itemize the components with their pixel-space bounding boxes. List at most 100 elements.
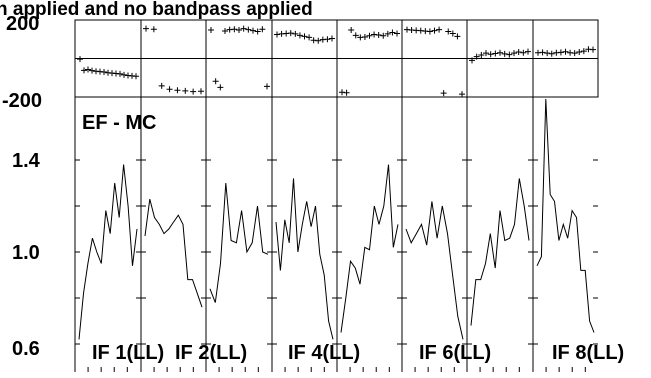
- phase-point: [511, 50, 517, 57]
- phase-point: [440, 90, 447, 97]
- amplitude-plot: EF - MC 1.4 1.0 0.6 IF 1(LL) IF 2(LL) IF 4(LL)…: [12, 97, 624, 372]
- phase-point: [417, 27, 424, 34]
- phase-point: [454, 33, 461, 40]
- phase-point: [380, 32, 387, 39]
- phase-ytick-label: 200: [6, 13, 39, 35]
- phase-point: [301, 33, 308, 40]
- phase-point: [366, 32, 373, 39]
- phase-point: [259, 26, 266, 33]
- if-panel-label: IF 4(LL): [288, 342, 360, 364]
- phase-point: [515, 48, 522, 55]
- phase-point: [539, 49, 546, 56]
- phase-point: [571, 50, 578, 57]
- phase-point: [274, 31, 280, 38]
- phase-point: [492, 50, 499, 57]
- phase-point: [394, 30, 400, 37]
- amp-series-line: [340, 164, 399, 333]
- phase-point: [445, 28, 452, 35]
- chart-title: n applied and no bandpass applied: [0, 0, 313, 20]
- phase-point: [426, 28, 433, 35]
- phase-point: [85, 66, 91, 73]
- phase-point: [236, 27, 242, 34]
- phase-point: [133, 73, 139, 80]
- phase-point: [182, 87, 189, 94]
- phase-point: [296, 32, 303, 39]
- phase-point: [329, 35, 335, 42]
- phase-point: [431, 27, 438, 34]
- phase-point: [158, 82, 165, 89]
- phase-point: [150, 26, 157, 33]
- phase-point: [339, 89, 345, 96]
- phase-point: [548, 50, 555, 57]
- phase-point: [245, 26, 252, 33]
- amp-series-line: [536, 98, 595, 333]
- phase-point: [459, 91, 465, 98]
- if-panel-label: IF 8(LL): [552, 342, 624, 364]
- phase-point: [348, 27, 355, 34]
- phase-plot: 200 -200: [2, 13, 599, 112]
- phase-point: [375, 32, 382, 39]
- phase-point: [478, 52, 485, 59]
- phase-point: [287, 30, 294, 37]
- amp-ytick-label: 1.0: [12, 242, 40, 264]
- phase-point: [520, 49, 527, 56]
- phase-point: [469, 57, 475, 64]
- amplitude-title: EF - MC: [82, 112, 156, 134]
- if-panel-label: IF 2(LL): [175, 342, 247, 364]
- phase-point: [222, 27, 228, 34]
- amp-series-line: [209, 182, 269, 303]
- phase-point: [250, 27, 256, 34]
- phase-point: [449, 30, 456, 37]
- phase-point: [501, 50, 508, 57]
- phase-point: [371, 31, 378, 38]
- phase-ytick-label: -200: [2, 90, 42, 112]
- amp-series-line: [470, 178, 530, 326]
- phase-point: [143, 25, 149, 32]
- amp-series-line: [275, 178, 334, 340]
- phase-point: [292, 30, 299, 37]
- amp-ytick-label: 0.6: [12, 338, 40, 360]
- phase-point: [121, 71, 127, 78]
- phase-point: [562, 48, 569, 55]
- phase-point: [306, 34, 313, 41]
- if-panel-label: IF 6(LL): [419, 342, 491, 364]
- phase-point: [590, 46, 596, 53]
- phase-point: [198, 88, 204, 95]
- phase-point: [483, 50, 489, 57]
- phase-point: [497, 49, 503, 56]
- phase-point: [544, 50, 551, 57]
- phase-point: [217, 84, 224, 91]
- phase-point: [352, 32, 359, 39]
- phase-point: [89, 67, 95, 74]
- phase-point: [324, 36, 331, 43]
- phase-point: [487, 51, 494, 58]
- phase-point: [315, 37, 322, 44]
- phase-point: [264, 83, 270, 90]
- phase-point: [166, 86, 173, 93]
- phase-point: [212, 78, 219, 85]
- phase-point: [254, 28, 261, 35]
- amp-series-line: [78, 164, 138, 340]
- phase-point: [389, 29, 396, 36]
- phase-point: [473, 53, 480, 60]
- phase-point: [190, 88, 197, 95]
- phase-point: [525, 48, 531, 55]
- phase-point: [240, 25, 247, 32]
- phase-point: [343, 89, 350, 96]
- phase-point: [81, 67, 87, 74]
- phase-point: [208, 27, 214, 34]
- phase-point: [576, 48, 583, 55]
- phase-point: [506, 51, 513, 58]
- phase-point: [310, 37, 317, 44]
- amp-series-line: [405, 201, 464, 340]
- amp-ytick-label: 1.4: [12, 150, 41, 172]
- amp-series-line: [144, 198, 203, 308]
- phase-point: [361, 33, 368, 40]
- phase-point: [174, 87, 181, 94]
- phase-point: [580, 48, 587, 55]
- if-panel-label: IF 1(LL): [92, 342, 164, 364]
- phase-point: [436, 26, 443, 33]
- phase-point: [231, 26, 238, 33]
- phase-point: [557, 49, 564, 56]
